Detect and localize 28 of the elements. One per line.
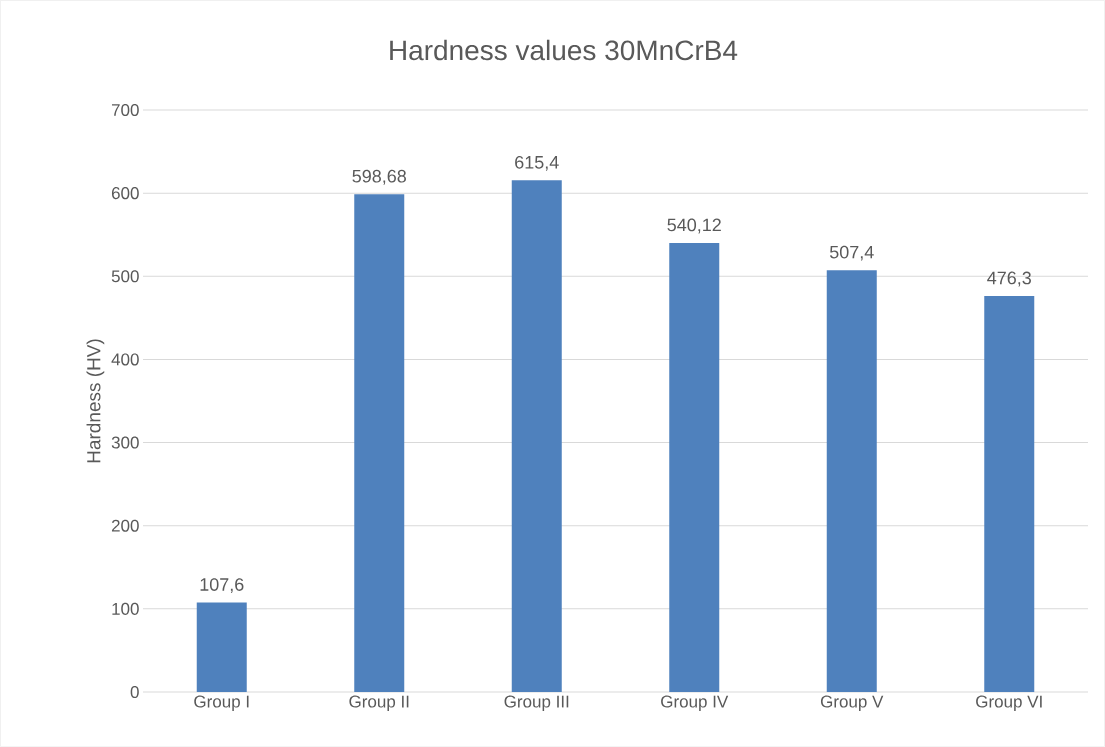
bar bbox=[354, 194, 405, 692]
bar bbox=[984, 295, 1035, 692]
y-tick-label: 0 bbox=[130, 685, 139, 699]
y-tick-label: 500 bbox=[111, 270, 139, 283]
bar bbox=[511, 180, 562, 692]
x-tick-label: Group II bbox=[349, 695, 409, 711]
x-tick-label: Group III bbox=[504, 695, 569, 711]
bar bbox=[196, 602, 247, 692]
bar bbox=[826, 270, 877, 692]
x-tick-label: Group V bbox=[820, 695, 884, 711]
data-label: 598,68 bbox=[352, 169, 406, 185]
data-label: 476,3 bbox=[987, 271, 1031, 287]
y-tick-label: 100 bbox=[112, 602, 139, 615]
x-tick-label: Group VI bbox=[976, 695, 1042, 711]
x-tick-label: Group IV bbox=[661, 695, 729, 711]
y-tick-label: 600 bbox=[111, 187, 139, 200]
data-label: 507,4 bbox=[829, 245, 874, 261]
x-tick-label: Group I bbox=[194, 695, 249, 711]
bar bbox=[669, 242, 720, 692]
y-axis-title: Hardness (HV) bbox=[86, 339, 105, 463]
data-label: 615,4 bbox=[515, 155, 559, 171]
data-label: 107,6 bbox=[200, 578, 244, 594]
y-tick-label: 200 bbox=[111, 519, 139, 532]
data-label: 540,12 bbox=[667, 218, 721, 234]
chart-title: Hardness values 30MnCrB4 bbox=[390, 39, 738, 61]
y-tick-label: 300 bbox=[111, 436, 139, 449]
y-tick-label: 700 bbox=[111, 103, 139, 117]
y-tick-label: 400 bbox=[111, 353, 139, 366]
